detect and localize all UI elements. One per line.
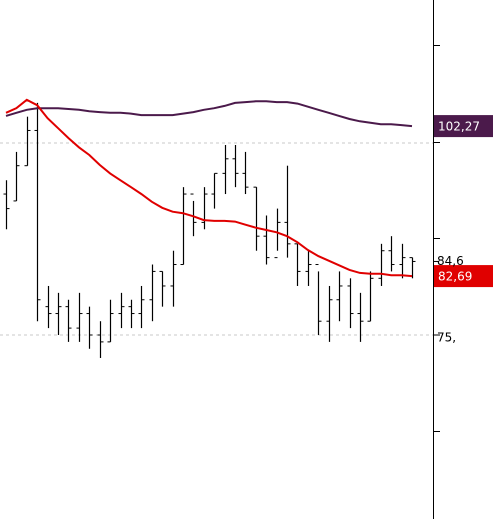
y-tick-label: 75, bbox=[437, 330, 456, 344]
value-label: 82,69 bbox=[438, 270, 472, 284]
moving-average bbox=[5, 100, 413, 128]
last-price-label: 84,6 bbox=[437, 254, 464, 268]
value-label-box bbox=[434, 115, 493, 138]
moving-average bbox=[5, 98, 413, 278]
value-label: 102,27 bbox=[438, 120, 480, 134]
value-label-box bbox=[434, 265, 493, 288]
